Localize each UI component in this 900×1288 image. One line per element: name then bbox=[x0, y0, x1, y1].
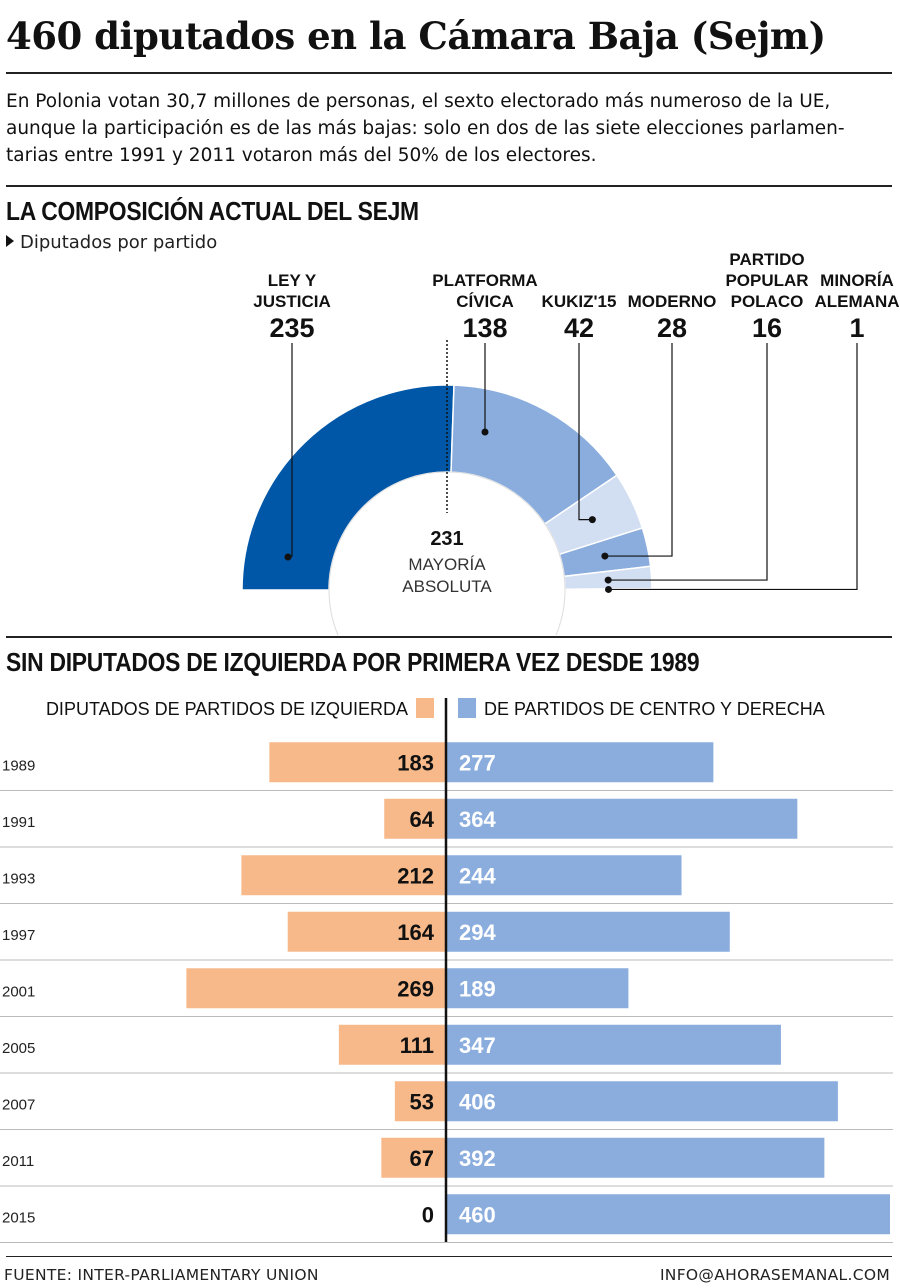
slice-anchor-dot bbox=[284, 553, 292, 561]
intro-line: aunque la participación es de las más ba… bbox=[6, 118, 845, 139]
party-seats-label: 16 bbox=[752, 313, 782, 343]
triangle-bullet-icon bbox=[6, 235, 14, 247]
year-tick-label: 1991 bbox=[2, 814, 35, 831]
intro-line: En Polonia votan 30,7 millones de person… bbox=[6, 91, 831, 112]
legend-left-swatch bbox=[416, 698, 434, 718]
slice-leader-line bbox=[604, 343, 673, 557]
party-seats-label: 138 bbox=[462, 313, 507, 343]
right-bar bbox=[446, 968, 629, 1009]
right-bar bbox=[446, 855, 682, 896]
year-tick-label: 2011 bbox=[2, 1153, 34, 1170]
left-value-label: 164 bbox=[397, 920, 434, 945]
left-bar bbox=[394, 1081, 446, 1122]
right-value-label: 392 bbox=[459, 1146, 496, 1171]
left-value-label: 111 bbox=[400, 1033, 434, 1058]
party-name-label: PLATFORMA bbox=[432, 271, 537, 290]
left-value-label: 53 bbox=[410, 1089, 434, 1114]
section1-subtitle: Diputados por partido bbox=[6, 232, 217, 253]
legend-right-label: DE PARTIDOS DE CENTRO Y DERECHA bbox=[484, 699, 825, 719]
right-bar bbox=[446, 742, 714, 783]
year-tick-label: 2015 bbox=[2, 1209, 35, 1226]
slice-leader-line bbox=[608, 343, 768, 581]
year-tick-label: 1989 bbox=[2, 757, 35, 774]
left-value-label: 183 bbox=[397, 750, 434, 775]
left-bar bbox=[269, 742, 446, 783]
party-name-label: JUSTICIA bbox=[253, 292, 330, 311]
party-name-label: CÍVICA bbox=[456, 292, 514, 311]
intro-line: tarias entre 1991 y 2011 votaron más del… bbox=[6, 145, 597, 166]
page-title: 460 diputados en la Cámara Baja (Sejm) bbox=[6, 14, 826, 58]
party-name-label: POPULAR bbox=[725, 271, 808, 290]
section2-title: SIN DIPUTADOS DE IZQUIERDA POR PRIMERA V… bbox=[6, 647, 700, 677]
section1-divider bbox=[6, 185, 892, 187]
year-tick-label: 2005 bbox=[2, 1040, 35, 1057]
party-name-label: POLACO bbox=[731, 292, 804, 311]
left-value-label: 67 bbox=[410, 1146, 434, 1171]
legend-right-swatch bbox=[458, 698, 476, 718]
right-bar bbox=[446, 911, 730, 952]
left-bar bbox=[338, 1024, 446, 1065]
section1-subtitle-text: Diputados por partido bbox=[20, 232, 218, 253]
majority-label-line: ABSOLUTA bbox=[402, 577, 492, 596]
right-value-label: 406 bbox=[459, 1089, 496, 1114]
year-tick-label: 1997 bbox=[2, 927, 35, 944]
right-value-label: 347 bbox=[459, 1033, 496, 1058]
party-name-label: ALEMANA bbox=[815, 292, 900, 311]
right-bar bbox=[446, 1081, 838, 1122]
right-bar bbox=[446, 1194, 890, 1235]
right-bar bbox=[446, 798, 798, 839]
party-seats-label: 28 bbox=[657, 313, 687, 343]
intro-paragraph: En Polonia votan 30,7 millones de person… bbox=[6, 88, 892, 169]
right-value-label: 189 bbox=[459, 976, 496, 1001]
section2-divider bbox=[6, 636, 892, 638]
left-bar bbox=[186, 968, 447, 1009]
right-value-label: 460 bbox=[459, 1202, 496, 1227]
left-value-label: 64 bbox=[410, 807, 435, 832]
year-tick-label: 2007 bbox=[2, 1096, 35, 1113]
right-value-label: 364 bbox=[459, 807, 496, 832]
slice-leader-line bbox=[578, 343, 593, 521]
footer-email: INFO@AHORASEMANAL.COM bbox=[659, 1266, 890, 1284]
right-value-label: 277 bbox=[459, 750, 496, 775]
right-value-label: 294 bbox=[459, 920, 496, 945]
party-seats-label: 42 bbox=[564, 313, 594, 343]
footer-divider bbox=[6, 1256, 892, 1257]
left-bar bbox=[287, 911, 446, 952]
party-name-label: MINORÍA bbox=[820, 271, 894, 290]
title-divider bbox=[6, 72, 892, 74]
majority-value: 231 bbox=[430, 528, 463, 550]
right-bar bbox=[446, 1024, 781, 1065]
year-tick-label: 2001 bbox=[2, 983, 35, 1000]
diverging-bar-chart: DIPUTADOS DE PARTIDOS DE IZQUIERDA DE PA… bbox=[0, 698, 893, 1243]
year-tick-label: 1993 bbox=[2, 870, 35, 887]
left-bar bbox=[381, 1137, 446, 1178]
slice-leader-line bbox=[608, 343, 858, 591]
footer-source: FUENTE: INTER-PARLIAMENTARY UNION bbox=[4, 1266, 319, 1284]
left-bar bbox=[241, 855, 446, 896]
party-name-label: MODERNO bbox=[628, 292, 717, 311]
party-name-label: KUKIZ'15 bbox=[542, 292, 617, 311]
party-seats-label: 235 bbox=[269, 313, 314, 343]
right-bar bbox=[446, 1137, 825, 1178]
donut-labels: LEY Y JUSTICIA 235 PLATFORMA CÍVICA 138 KUKIZ'… bbox=[253, 250, 899, 343]
left-bar bbox=[384, 798, 446, 839]
legend-left-label: DIPUTADOS DE PARTIDOS DE IZQUIERDA bbox=[46, 699, 408, 719]
left-value-label: 269 bbox=[397, 976, 434, 1001]
donut-leaders bbox=[284, 343, 858, 593]
right-value-label: 244 bbox=[459, 863, 496, 888]
parliament-donut-chart: LEY Y JUSTICIA 235 PLATFORMA CÍVICA 138 KUKIZ'… bbox=[241, 250, 900, 635]
left-value-label: 212 bbox=[397, 863, 434, 888]
party-seats-label: 1 bbox=[849, 313, 864, 343]
section1-title: LA COMPOSICIÓN ACTUAL DEL SEJM bbox=[6, 196, 419, 226]
party-name-label: PARTIDO bbox=[729, 250, 804, 269]
left-value-label: 0 bbox=[422, 1202, 434, 1227]
party-name-label: LEY Y bbox=[268, 271, 317, 290]
majority-label-line: MAYORÍA bbox=[408, 555, 486, 574]
